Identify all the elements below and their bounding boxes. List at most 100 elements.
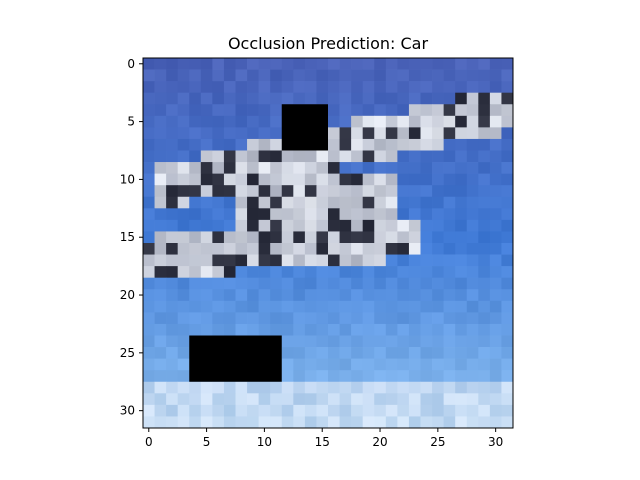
- pixel-cell: [154, 138, 167, 151]
- pixel-cell: [281, 58, 294, 70]
- pixel-cell: [443, 300, 456, 313]
- pixel-cell: [478, 289, 491, 302]
- pixel-cell: [374, 196, 387, 209]
- pixel-cell: [432, 243, 444, 255]
- pixel-cell: [374, 370, 387, 383]
- pixel-cell: [351, 266, 364, 279]
- pixel-cell: [408, 335, 421, 348]
- pixel-cell: [443, 243, 456, 255]
- pixel-cell: [466, 393, 479, 406]
- pixel-cell: [374, 266, 387, 279]
- pixel-cell: [281, 162, 294, 174]
- x-tick-label: 15: [315, 435, 330, 449]
- pixel-cell: [408, 243, 421, 255]
- pixel-cell: [258, 208, 271, 221]
- pixel-cell: [501, 416, 514, 429]
- pixel-cell: [432, 231, 444, 244]
- pixel-cell: [501, 185, 514, 198]
- pixel-cell: [397, 219, 410, 232]
- y-axis: 0 5 10 15 20 25 30: [120, 57, 143, 418]
- pixel-cell: [443, 185, 456, 198]
- pixel-cell: [397, 162, 410, 174]
- pixel-cell: [397, 150, 410, 163]
- pixel-cell: [420, 254, 433, 267]
- pixel-cell: [223, 127, 236, 140]
- pixel-cell: [166, 323, 179, 336]
- pixel-cell: [166, 243, 179, 255]
- pixel-cell: [258, 104, 271, 117]
- pixel-cell: [258, 92, 271, 105]
- pixel-cell: [351, 300, 364, 313]
- pixel-cell: [466, 92, 479, 105]
- pixel-cell: [154, 347, 167, 359]
- pixel-cell: [177, 393, 190, 406]
- pixel-cell: [339, 208, 352, 221]
- pixel-cell: [247, 231, 259, 244]
- pixel-cell: [362, 173, 375, 186]
- pixel-cell: [385, 312, 398, 325]
- pixel-cell: [489, 196, 502, 209]
- pixel-cell: [270, 404, 283, 417]
- pixel-cell: [281, 92, 294, 105]
- pixel-cell: [351, 69, 364, 82]
- x-tick-label: 5: [203, 435, 211, 449]
- pixel-cell: [258, 266, 271, 279]
- pixel-cell: [166, 416, 179, 429]
- pixel-cell: [397, 266, 410, 279]
- x-tick-label: 10: [257, 435, 272, 449]
- pixel-cell: [374, 138, 387, 151]
- pixel-cell: [478, 323, 491, 336]
- pixel-cell: [166, 266, 179, 279]
- pixel-cell: [189, 300, 202, 313]
- pixel-cell: [328, 289, 340, 302]
- pixel-cell: [466, 266, 479, 279]
- pixel-cell: [200, 277, 213, 290]
- pixel-cell: [304, 277, 317, 290]
- pixel-cell: [166, 231, 179, 244]
- pixel-cell: [408, 185, 421, 198]
- pixel-cell: [443, 323, 456, 336]
- pixel-cell: [362, 266, 375, 279]
- pixel-cell: [166, 104, 179, 117]
- pixel-cell: [432, 162, 444, 174]
- pixel-cell: [166, 289, 179, 302]
- pixel-cell: [200, 266, 213, 279]
- occlusion-patches: [189, 104, 328, 382]
- pixel-cell: [143, 162, 155, 174]
- pixel-cell: [270, 173, 283, 186]
- pixel-cell: [293, 358, 306, 371]
- pixel-cell: [339, 115, 352, 128]
- pixel-cell: [143, 335, 155, 348]
- pixel-cell: [408, 289, 421, 302]
- pixel-cell: [328, 69, 340, 82]
- pixel-cell: [339, 277, 352, 290]
- pixel-cell: [362, 58, 375, 70]
- pixel-cell: [247, 104, 259, 117]
- pixel-cell: [304, 254, 317, 267]
- pixel-cell: [235, 58, 248, 70]
- pixel-cell: [166, 335, 179, 348]
- pixel-cell: [143, 277, 155, 290]
- pixel-cell: [385, 58, 398, 70]
- pixel-cell: [281, 219, 294, 232]
- pixel-cell: [432, 196, 444, 209]
- pixel-cell: [489, 289, 502, 302]
- pixel-cell: [478, 104, 491, 117]
- pixel-cell: [501, 127, 514, 140]
- pixel-cell: [235, 115, 248, 128]
- pixel-cell: [177, 127, 190, 140]
- pixel-cell: [247, 254, 259, 267]
- pixel-cell: [328, 173, 340, 186]
- pixel-cell: [466, 381, 479, 394]
- pixel-cell: [443, 162, 456, 174]
- pixel-cell: [143, 92, 155, 105]
- pixel-cell: [143, 312, 155, 325]
- pixel-cell: [478, 381, 491, 394]
- pixel-cell: [408, 115, 421, 128]
- pixel-cell: [362, 335, 375, 348]
- pixel-cell: [466, 162, 479, 174]
- pixel-cell: [466, 81, 479, 94]
- pixel-cell: [166, 58, 179, 70]
- pixel-cell: [189, 254, 202, 267]
- pixel-cell: [385, 243, 398, 255]
